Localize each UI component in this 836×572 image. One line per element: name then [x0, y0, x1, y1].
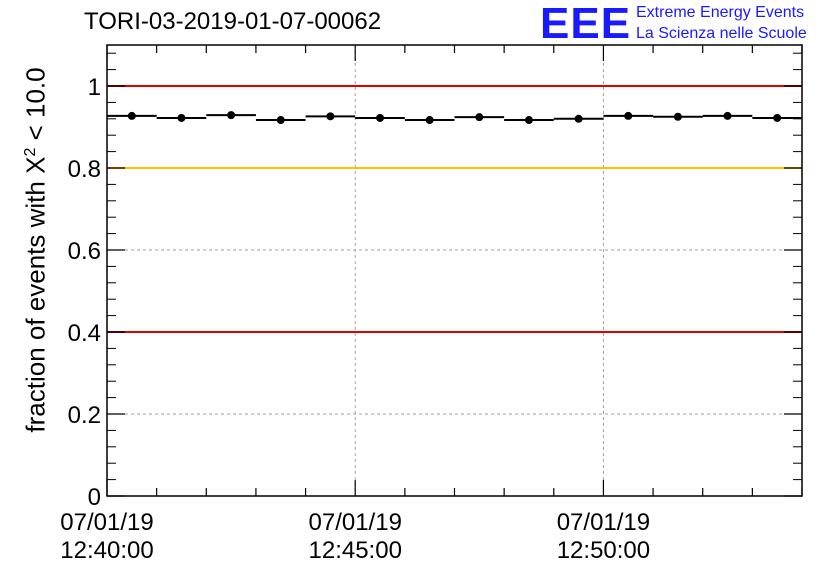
data-point [475, 113, 484, 122]
data-point [723, 111, 732, 120]
data-point [574, 114, 583, 123]
data-point [673, 112, 682, 121]
y-tick-label: 0.6 [68, 238, 101, 265]
data-point [177, 113, 186, 122]
y-tick-label: 0 [88, 484, 101, 511]
data-point [276, 116, 285, 125]
x-tick-label-time: 12:50:00 [557, 537, 650, 564]
logo-line-2: La Scienza nelle Scuole [636, 25, 807, 42]
x-tick-label-time: 12:45:00 [309, 537, 402, 564]
data-point [326, 112, 335, 121]
y-tick-label: 1 [88, 74, 101, 101]
x-tick-label-date: 07/01/19 [309, 509, 402, 536]
data-point [425, 116, 434, 125]
y-tick-label: 0.2 [68, 402, 101, 429]
data-point [773, 113, 782, 122]
data-point [127, 111, 136, 120]
x-tick-label-time: 12:40:00 [60, 537, 153, 564]
y-tick-label: 0.4 [68, 320, 101, 347]
logo-line-1: Extreme Energy Events [636, 4, 805, 21]
x-tick-label-date: 07/01/19 [557, 509, 650, 536]
data-point [524, 116, 533, 125]
data-point [624, 111, 633, 120]
y-tick-label: 0.8 [68, 156, 101, 183]
plot-frame [106, 44, 803, 497]
eee-logo-mark: EEE [540, 0, 632, 48]
chart-title: TORI-03-2019-01-07-00062 [84, 8, 382, 35]
x-tick-label-date: 07/01/19 [60, 509, 153, 536]
data-point [376, 113, 385, 122]
data-point [227, 111, 236, 120]
